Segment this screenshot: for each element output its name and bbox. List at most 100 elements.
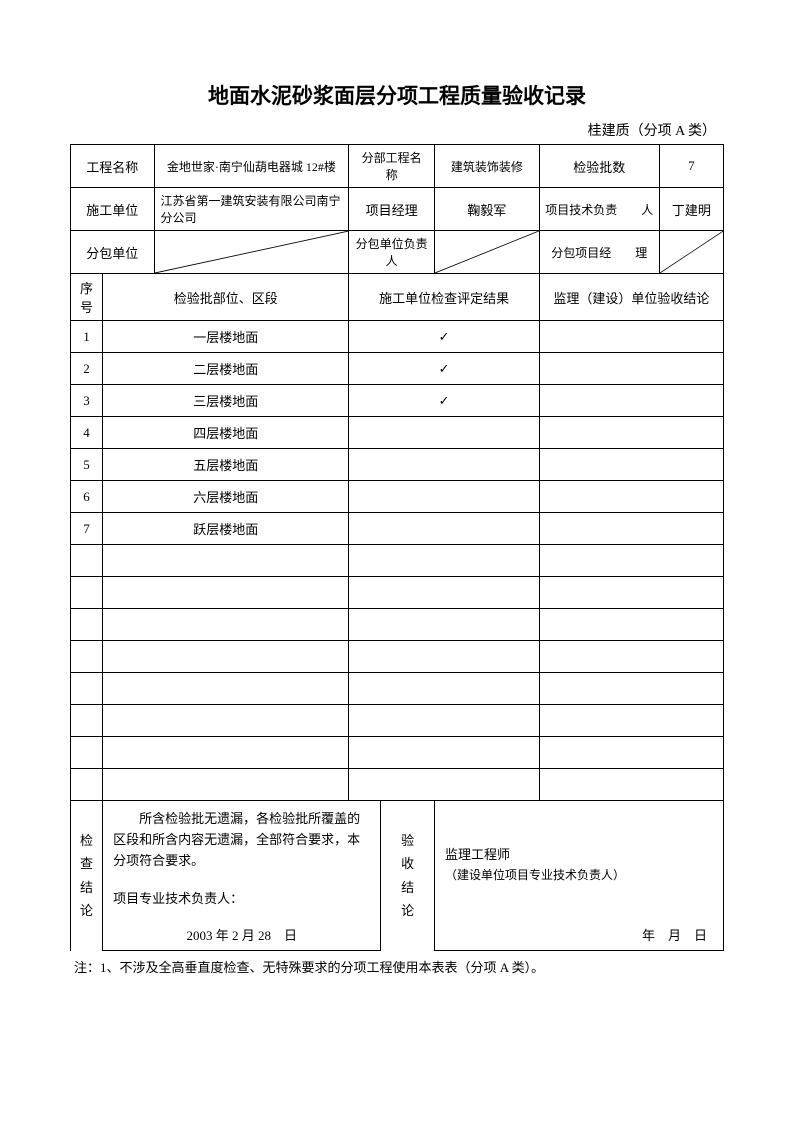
table-row: 7跃层楼地面 — [71, 513, 724, 545]
col-part: 检验批部位、区段 — [103, 274, 349, 321]
table-row: 5五层楼地面 — [71, 449, 724, 481]
sub-label: 分包单位 — [71, 231, 155, 274]
table-row — [71, 705, 724, 737]
cell-part — [103, 545, 349, 577]
table-row — [71, 609, 724, 641]
header-row-1: 工程名称 金地世家·南宁仙葫电器城 12#楼 分部工程名 称 建筑装饰装修 检验… — [71, 145, 724, 188]
cell-seq: 6 — [71, 481, 103, 513]
check-conclusion-text: 所含检验批无遗漏，各检验批所覆盖的区段和所含内容无遗漏，全部符合要求，本分项符合… — [103, 801, 381, 919]
pm-label: 项目经理 — [349, 188, 435, 231]
cell-check — [349, 481, 540, 513]
col-result: 施工单位检查评定结果 — [349, 274, 540, 321]
cell-seq: 7 — [71, 513, 103, 545]
accept-signer1: 监理工程师 — [445, 845, 713, 866]
cell-concl — [539, 737, 723, 769]
cell-concl — [539, 609, 723, 641]
table-row — [71, 673, 724, 705]
cell-check — [349, 513, 540, 545]
cell-concl — [539, 673, 723, 705]
contractor-value: 江苏省第一建筑安装有限公司南宁分公司 — [154, 188, 349, 231]
cell-concl — [539, 481, 723, 513]
page-subtitle: 桂建质（分项 A 类） — [70, 120, 724, 140]
header-row-3: 分包单位 分包单位负责人 分包项目经 理 — [71, 231, 724, 274]
cell-concl — [539, 417, 723, 449]
cell-check — [349, 673, 540, 705]
cell-check — [349, 737, 540, 769]
table-row: 4四层楼地面 — [71, 417, 724, 449]
cell-check — [349, 641, 540, 673]
header-row-2: 施工单位 江苏省第一建筑安装有限公司南宁分公司 项目经理 鞠毅军 项目技术负责 … — [71, 188, 724, 231]
column-heading-row: 序号 检验批部位、区段 施工单位检查评定结果 监理（建设）单位验收结论 — [71, 274, 724, 321]
cell-check — [349, 417, 540, 449]
sub-resp-label: 分包单位负责人 — [349, 231, 435, 274]
cell-concl — [539, 705, 723, 737]
table-row: 2二层楼地面✓ — [71, 353, 724, 385]
cell-part — [103, 705, 349, 737]
table-row — [71, 545, 724, 577]
cell-concl — [539, 449, 723, 481]
col-conclusion: 监理（建设）单位验收结论 — [539, 274, 723, 321]
conclusion-row-top: 检查结论 所含检验批无遗漏，各检验批所覆盖的区段和所含内容无遗漏，全部符合要求，… — [71, 801, 724, 919]
sub-pm-label: 分包项目经 理 — [539, 231, 659, 274]
sub-resp-diag — [434, 231, 539, 274]
cell-concl — [539, 577, 723, 609]
cell-concl — [539, 353, 723, 385]
accept-conclusion-text: 监理工程师 （建设单位项目专业技术负责人） — [434, 801, 723, 919]
tech-value: 丁建明 — [659, 188, 723, 231]
cell-part: 六层楼地面 — [103, 481, 349, 513]
cell-seq — [71, 737, 103, 769]
project-name-value: 金地世家·南宁仙葫电器城 12#楼 — [154, 145, 349, 188]
cell-part — [103, 609, 349, 641]
cell-check — [349, 609, 540, 641]
col-seq: 序号 — [71, 274, 103, 321]
contractor-label: 施工单位 — [71, 188, 155, 231]
batch-label: 检验批数 — [539, 145, 659, 188]
cell-seq — [71, 673, 103, 705]
cell-check — [349, 577, 540, 609]
cell-seq — [71, 641, 103, 673]
section-label: 分部工程名 称 — [349, 145, 435, 188]
cell-seq — [71, 769, 103, 801]
cell-seq: 5 — [71, 449, 103, 481]
cell-part — [103, 673, 349, 705]
main-table: 工程名称 金地世家·南宁仙葫电器城 12#楼 分部工程名 称 建筑装饰装修 检验… — [70, 144, 724, 951]
page-container: 地面水泥砂浆面层分项工程质量验收记录 桂建质（分项 A 类） 工程名称 金地世家… — [0, 0, 794, 1016]
project-name-label: 工程名称 — [71, 145, 155, 188]
check-signer: 项目专业技术负责人： — [113, 889, 370, 910]
cell-check — [349, 769, 540, 801]
cell-part — [103, 737, 349, 769]
table-row — [71, 737, 724, 769]
cell-part: 三层楼地面 — [103, 385, 349, 417]
cell-check: ✓ — [349, 385, 540, 417]
cell-part — [103, 769, 349, 801]
cell-seq — [71, 609, 103, 641]
cell-seq — [71, 705, 103, 737]
cell-seq: 3 — [71, 385, 103, 417]
table-row — [71, 769, 724, 801]
sub-pm-diag — [659, 231, 723, 274]
pm-value: 鞠毅军 — [434, 188, 539, 231]
table-row — [71, 577, 724, 609]
cell-check: ✓ — [349, 353, 540, 385]
cell-concl — [539, 513, 723, 545]
cell-check — [349, 545, 540, 577]
tech-label: 项目技术负责 人 — [539, 188, 659, 231]
cell-part — [103, 577, 349, 609]
batch-value: 7 — [659, 145, 723, 188]
page-title: 地面水泥砂浆面层分项工程质量验收记录 — [70, 80, 724, 110]
accept-signer2: （建设单位项目专业技术负责人） — [445, 866, 713, 885]
cell-part: 一层楼地面 — [103, 321, 349, 353]
cell-seq: 4 — [71, 417, 103, 449]
accept-date: 年 月 日 — [434, 918, 723, 950]
accept-conclusion-label: 验收结论 — [381, 801, 435, 951]
cell-seq — [71, 577, 103, 609]
check-date: 2003 年 2 月 28 日 — [103, 918, 381, 950]
cell-part: 五层楼地面 — [103, 449, 349, 481]
cell-concl — [539, 545, 723, 577]
table-row: 6六层楼地面 — [71, 481, 724, 513]
sub-value-diag — [154, 231, 349, 274]
cell-part: 二层楼地面 — [103, 353, 349, 385]
cell-check: ✓ — [349, 321, 540, 353]
cell-part: 跃层楼地面 — [103, 513, 349, 545]
check-text-line: 所含检验批无遗漏，各检验批所覆盖的区段和所含内容无遗漏，全部符合要求，本分项符合… — [113, 809, 370, 871]
